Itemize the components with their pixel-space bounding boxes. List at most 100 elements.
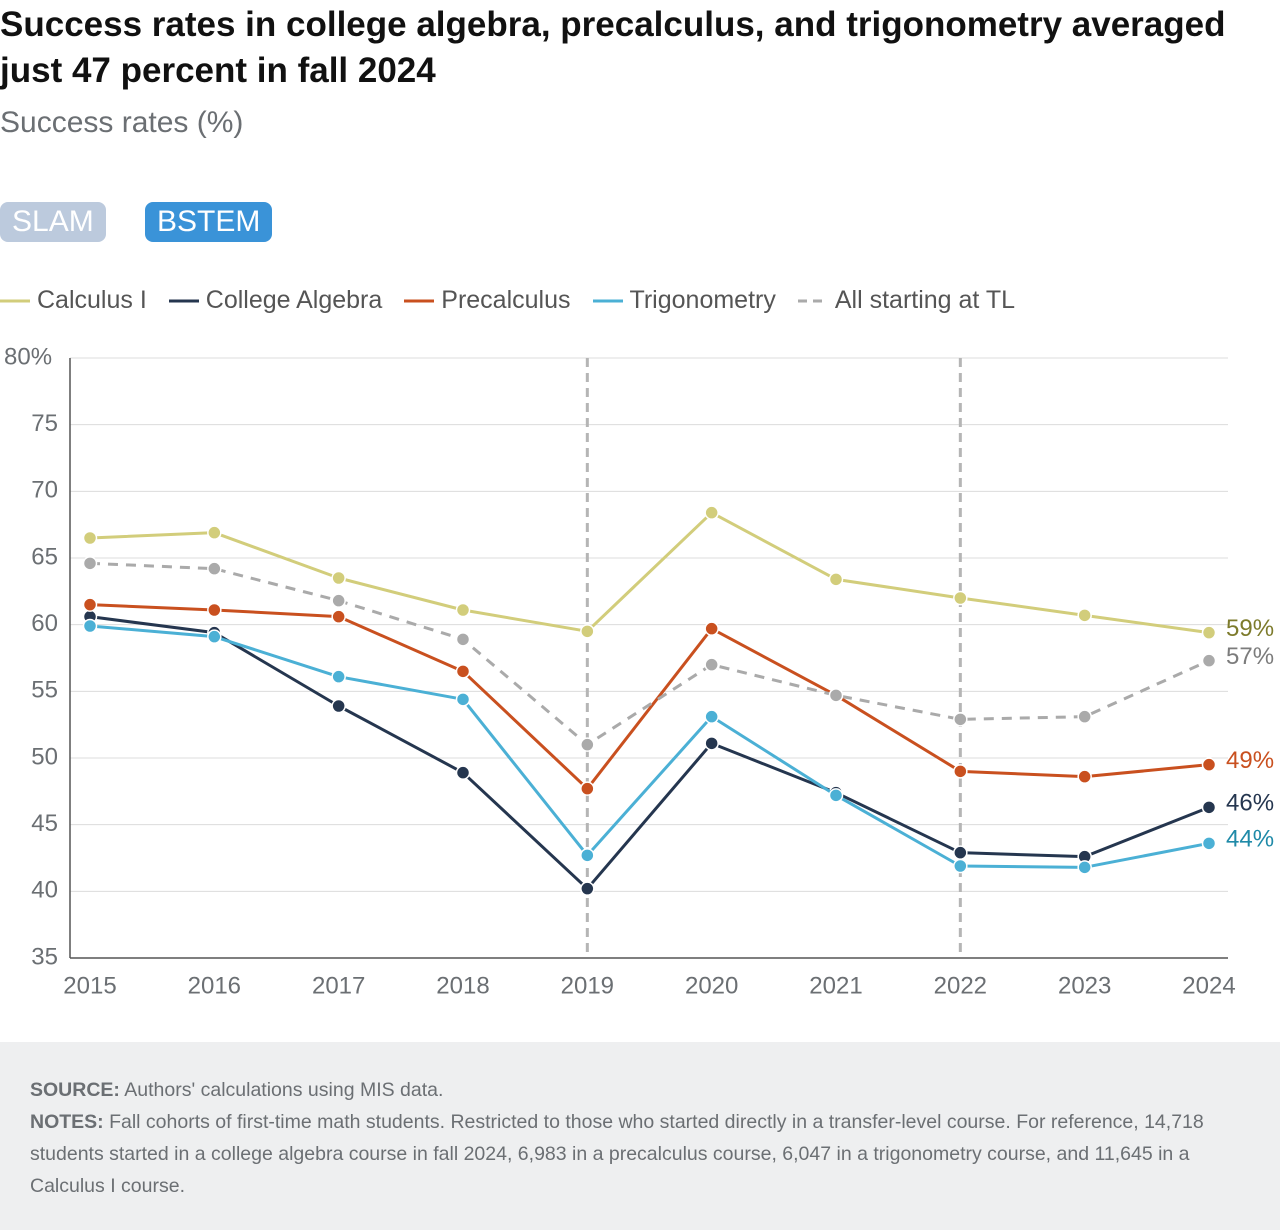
data-point — [207, 602, 222, 618]
data-point — [704, 736, 719, 751]
data-point — [953, 712, 968, 727]
legend-label: Calculus I — [37, 286, 147, 314]
data-point — [580, 737, 595, 752]
data-point — [1201, 836, 1217, 851]
data-point — [828, 788, 844, 803]
data-point — [828, 572, 844, 587]
x-tick-label: 2017 — [312, 972, 365, 999]
x-tick-label: 2015 — [63, 972, 116, 999]
data-point — [1201, 653, 1217, 668]
y-tick-label: 40 — [31, 877, 58, 904]
x-tick-label: 2016 — [188, 972, 241, 999]
legend-item: Precalculus — [404, 286, 571, 315]
source-label: SOURCE: — [30, 1079, 120, 1101]
notes-text: Fall cohorts of first-time math students… — [30, 1111, 1204, 1197]
data-point — [331, 669, 346, 684]
data-point — [580, 881, 595, 896]
data-point — [953, 845, 968, 860]
y-tick-label: 50 — [31, 743, 58, 770]
legend-item: Calculus I — [0, 286, 147, 315]
tab-button[interactable]: BSTEM — [145, 202, 273, 242]
data-point — [580, 848, 595, 863]
data-label: 46% — [1226, 790, 1274, 817]
source-text: Authors' calculations using MIS data. — [124, 1079, 444, 1101]
legend-label: Trigonometry — [629, 286, 776, 314]
data-label: 57% — [1226, 643, 1274, 670]
chart: 35 40 45 50 55 60 65 70 75 80% 2015 2016 2017 2018 201… — [4, 343, 1274, 999]
legend-item: All starting at TL — [797, 286, 1016, 315]
data-point — [953, 764, 968, 779]
data-point — [207, 561, 222, 576]
x-tick-label: 2023 — [1058, 972, 1111, 999]
y-tick-label: 35 — [31, 943, 58, 970]
legend: Calculus I College Algebra Precalculus Trig… — [0, 286, 1015, 315]
data-point — [1201, 625, 1217, 640]
tab-button[interactable]: SLAM — [0, 202, 106, 242]
x-tick-label: 2024 — [1182, 972, 1235, 999]
data-point — [953, 590, 968, 606]
data-point — [455, 664, 471, 679]
legend-label: Precalculus — [441, 286, 571, 314]
series-line — [89, 603, 1210, 791]
legend-item: College Algebra — [168, 286, 383, 315]
data-point — [331, 570, 346, 586]
data-point — [207, 525, 222, 540]
legend-label: All starting at TL — [834, 286, 1016, 314]
legend-swatch — [592, 299, 623, 302]
legend-swatch — [168, 299, 199, 302]
data-point — [455, 602, 471, 618]
legend-swatch — [0, 299, 30, 302]
notes-label: NOTES: — [30, 1111, 104, 1133]
data-point — [455, 632, 471, 647]
y-tick-label: 80% — [4, 343, 52, 370]
legend-swatch — [797, 299, 828, 302]
data-point — [1077, 608, 1092, 623]
data-label: 49% — [1226, 747, 1274, 774]
x-tick-label: 2019 — [561, 972, 614, 999]
data-point — [828, 688, 844, 703]
data-point — [704, 621, 719, 636]
data-point — [1077, 860, 1092, 875]
x-tick-label: 2020 — [685, 972, 738, 999]
data-point — [82, 618, 98, 634]
x-tick-label: 2018 — [436, 972, 489, 999]
footer: SOURCE: Authors' calculations using MIS … — [0, 1042, 1280, 1230]
data-point — [704, 657, 719, 672]
legend-label: College Algebra — [205, 286, 383, 314]
chart-subtitle: Success rates (%) — [0, 106, 244, 139]
data-point — [82, 597, 98, 612]
y-tick-label: 45 — [31, 810, 58, 837]
data-point — [455, 765, 471, 780]
data-point — [580, 781, 595, 796]
data-point — [953, 858, 968, 874]
data-point — [580, 624, 595, 639]
data-point — [82, 556, 98, 571]
y-tick-label: 55 — [31, 677, 58, 704]
data-point — [704, 505, 719, 520]
y-tick-label: 75 — [31, 410, 58, 437]
y-tick-label: 65 — [31, 543, 58, 570]
data-point — [455, 692, 471, 707]
source-line: SOURCE: Authors' calculations using MIS … — [30, 1074, 1250, 1106]
y-tick-label: 70 — [31, 477, 58, 504]
data-point — [1077, 769, 1092, 784]
data-point — [331, 593, 346, 608]
legend-swatch — [404, 299, 435, 302]
chart-title: Success rates in college algebra, precal… — [0, 5, 1226, 90]
data-label: 44% — [1226, 826, 1274, 853]
data-point — [207, 629, 222, 644]
data-point — [704, 709, 719, 724]
series-line — [89, 615, 1210, 891]
series-line — [89, 511, 1210, 635]
data-point — [1077, 709, 1092, 724]
legend-item: Trigonometry — [592, 286, 776, 315]
data-point — [1201, 800, 1217, 815]
x-tick-label: 2021 — [809, 972, 862, 999]
data-point — [82, 530, 98, 546]
data-point — [331, 609, 346, 624]
x-tick-label: 2022 — [934, 972, 987, 999]
series-line — [89, 624, 1210, 869]
data-label: 59% — [1226, 615, 1274, 642]
data-point — [331, 698, 346, 714]
